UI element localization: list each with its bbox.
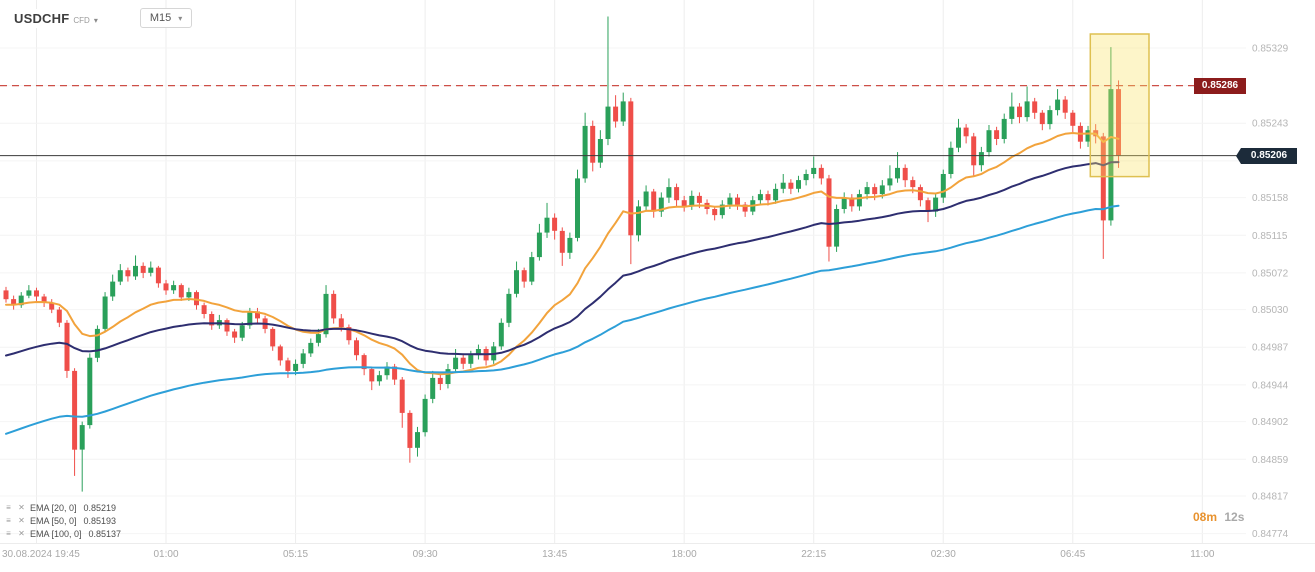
y-axis-label: 0.84902 [1252, 417, 1289, 428]
indicator-value: 0.85219 [83, 502, 117, 513]
chart-header: USDCHF CFD ▾ M15 ▾ [10, 8, 193, 28]
ema-line [5, 132, 1120, 376]
candles-layer [3, 16, 1121, 492]
axis-labels-layer: 30.08.2024 19:45 01:00 05:15 09:30 13:45 18:0… [2, 44, 1289, 561]
y-axis-label: 0.85243 [1252, 119, 1289, 130]
countdown-minutes: 08m [1193, 510, 1218, 524]
countdown-seconds: 12s [1224, 510, 1245, 524]
indicator-label: EMA [50, 0] [30, 515, 77, 526]
y-axis-label: 0.84944 [1252, 380, 1289, 391]
indicator-settings-icon[interactable]: ≡ [6, 503, 11, 512]
indicator-row-ema100: ≡ ✕ EMA [100, 0] 0.85137 [4, 527, 121, 540]
indicator-settings-icon[interactable]: ≡ [6, 529, 11, 538]
x-axis-label: 30.08.2024 19:45 [2, 549, 80, 560]
y-axis-label: 0.85115 [1252, 231, 1288, 242]
bar-close-countdown: 08m 12s [1193, 510, 1244, 524]
y-axis-label: 0.84987 [1252, 343, 1289, 354]
y-axis-label: 0.85030 [1252, 305, 1289, 316]
y-axis-label: 0.85329 [1252, 44, 1289, 55]
x-axis-label: 02:30 [931, 549, 956, 560]
y-axis-label: 0.85072 [1252, 268, 1289, 279]
indicator-value: 0.85193 [83, 515, 117, 526]
ema-line [5, 204, 1120, 435]
resistance-price-badge: 0.85286 [1194, 78, 1246, 94]
x-axis-label: 22:15 [801, 549, 826, 560]
y-axis-label: 0.84774 [1252, 529, 1289, 540]
indicator-remove-icon[interactable]: ✕ [18, 503, 25, 512]
ema-lines-layer [5, 132, 1120, 435]
indicator-row-ema20: ≡ ✕ EMA [20, 0] 0.85219 [4, 501, 121, 514]
x-axis-label: 11:00 [1190, 549, 1215, 560]
x-axis-label: 09:30 [413, 549, 438, 560]
symbol-name: USDCHF [14, 10, 70, 26]
current-price-badge: 0.85206 [1236, 148, 1297, 164]
price-lines-layer [0, 84, 1246, 157]
highlight-box-layer[interactable] [1089, 33, 1150, 178]
ema-line [5, 161, 1120, 357]
highlight-box [1089, 33, 1150, 178]
x-axis-label: 05:15 [283, 549, 308, 560]
indicator-legend: ≡ ✕ EMA [20, 0] 0.85219 ≡ ✕ EMA [50, 0] … [4, 501, 121, 540]
instrument-type-label: CFD [73, 15, 90, 25]
timeframe-selector[interactable]: M15 ▾ [139, 8, 193, 28]
chevron-down-icon: ▾ [178, 13, 183, 23]
y-axis-label: 0.84859 [1252, 455, 1289, 466]
chevron-down-icon: ▾ [93, 15, 98, 25]
y-axis-label: 0.84817 [1252, 492, 1289, 503]
timeframe-label: M15 [149, 12, 172, 24]
indicator-label: EMA [20, 0] [30, 502, 77, 513]
indicator-remove-icon[interactable]: ✕ [18, 516, 25, 525]
x-axis-label: 13:45 [542, 549, 567, 560]
indicator-settings-icon[interactable]: ≡ [6, 516, 11, 525]
x-axis-label: 18:00 [672, 549, 697, 560]
symbol-selector[interactable]: USDCHF CFD ▾ [10, 8, 102, 28]
x-axis-label: 06:45 [1060, 549, 1085, 560]
x-axis-label: 01:00 [154, 549, 179, 560]
indicator-remove-icon[interactable]: ✕ [18, 529, 25, 538]
y-axis-label: 0.85158 [1252, 193, 1289, 204]
indicator-row-ema50: ≡ ✕ EMA [50, 0] 0.85193 [4, 514, 121, 527]
indicator-value: 0.85137 [88, 528, 122, 539]
indicator-label: EMA [100, 0] [30, 528, 82, 539]
